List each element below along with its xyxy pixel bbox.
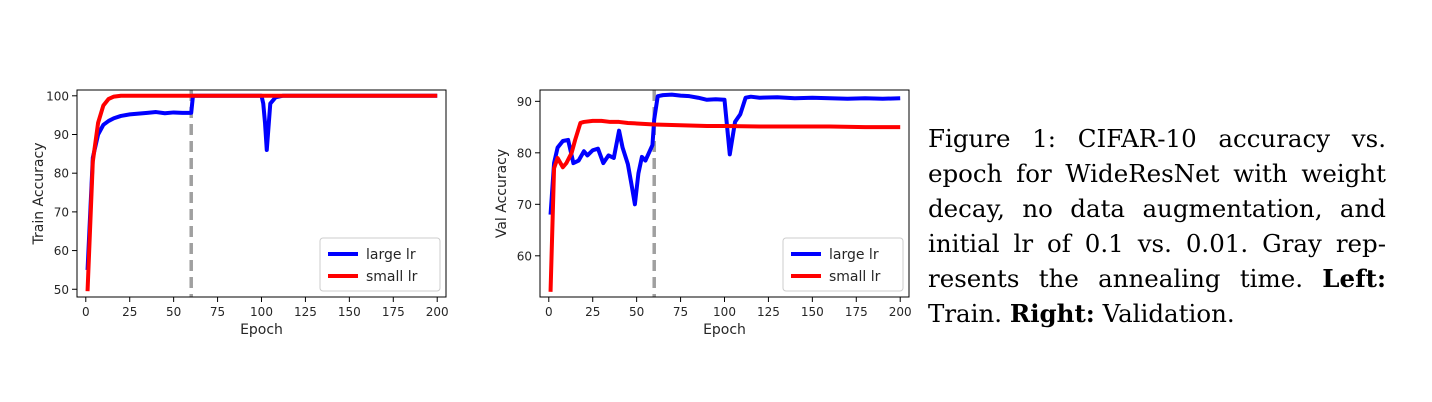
train-x-tick-label: 125	[294, 305, 317, 319]
val-x-tick-label: 150	[801, 305, 824, 319]
train-y-tick-label: 90	[54, 128, 69, 142]
val-y-axis-label: Val Accuracy	[494, 149, 510, 238]
val-y-tick-label: 90	[517, 95, 532, 109]
train-x-tick-label: 50	[166, 305, 181, 319]
train-y-tick-label: 100	[46, 89, 69, 103]
val-x-tick-label: 200	[889, 305, 912, 319]
val-x-tick-label: 75	[673, 305, 688, 319]
val-x-tick-label: 0	[545, 305, 553, 319]
caption-right-text: Validation.	[1094, 299, 1235, 328]
caption-figure-label: Figure 1:	[928, 124, 1057, 153]
train-y-axis-label: Train Accuracy	[31, 143, 47, 246]
train-legend: large lr small lr	[319, 237, 441, 292]
val-legend: large lr small lr	[782, 237, 904, 292]
train-x-tick-label: 175	[382, 305, 405, 319]
val-accuracy-chart: 0 25 50 75 100 125 150 175 200 60 70 80 90 Epoch Val A…	[494, 89, 912, 338]
train-legend-label-1: small lr	[366, 269, 418, 285]
val-x-tick-label: 25	[585, 305, 600, 319]
val-x-tick-label: 50	[629, 305, 644, 319]
train-y-tick-label: 50	[54, 283, 69, 297]
caption-left-text: Train.	[928, 299, 1010, 328]
caption-text: CIFAR-10 accuracy vs. epoch for WideResN…	[928, 124, 1386, 293]
train-x-tick-label: 75	[210, 305, 225, 319]
train-y-tick-label: 80	[54, 167, 69, 181]
train-x-tick-label: 25	[122, 305, 137, 319]
figure-caption: Figure 1: CIFAR-10 accuracy vs. epoch fo…	[928, 121, 1386, 331]
train-x-tick-label: 0	[82, 305, 90, 319]
val-x-axis-label: Epoch	[703, 322, 746, 338]
val-y-tick-label: 70	[517, 198, 532, 212]
caption-left-label: Left:	[1322, 264, 1386, 293]
caption-right-label: Right:	[1009, 299, 1095, 328]
val-x-tick-label: 125	[757, 305, 780, 319]
train-series-line-0	[85, 93, 438, 271]
train-legend-label-0: large lr	[366, 247, 416, 263]
train-x-tick-label: 200	[426, 305, 449, 319]
train-series-line-1	[85, 93, 438, 292]
train-accuracy-chart: 0 25 50 75 100 125 150 175 200 50 60 70 80 90 100 Epoch…	[31, 89, 449, 338]
val-y-tick-label: 80	[517, 146, 532, 160]
val-y-tick-label: 60	[517, 249, 532, 263]
train-x-tick-label: 100	[250, 305, 273, 319]
val-legend-label-0: large lr	[829, 247, 879, 263]
train-x-axis-label: Epoch	[240, 322, 283, 338]
train-y-tick-label: 60	[54, 244, 69, 258]
train-y-tick-label: 70	[54, 205, 69, 219]
val-series-line-1	[548, 118, 901, 292]
val-series-line-0	[548, 92, 901, 215]
val-legend-label-1: small lr	[829, 269, 881, 285]
val-x-tick-label: 175	[845, 305, 868, 319]
train-x-tick-label: 150	[338, 305, 361, 319]
val-x-tick-label: 100	[713, 305, 736, 319]
